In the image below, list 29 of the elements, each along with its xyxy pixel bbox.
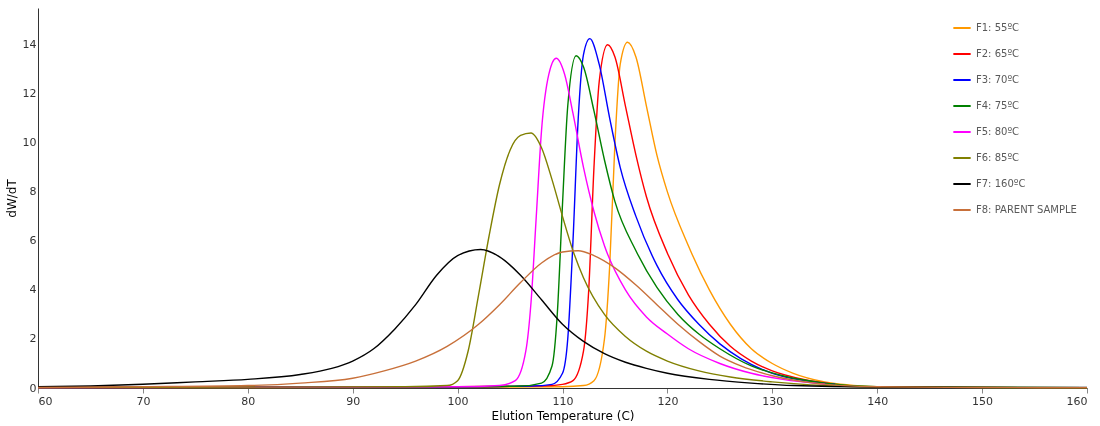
y-tick-label: 0 [29, 381, 37, 395]
y-tick-label: 8 [29, 185, 37, 199]
x-axis-title: Elution Temperature (C) [491, 408, 635, 423]
x-tick-label: 100 [447, 394, 469, 408]
x-tick-label: 60 [38, 394, 53, 408]
legend-label: F7: 160ºC [976, 178, 1026, 189]
y-tick-label: 4 [29, 283, 37, 297]
x-tick-label: 80 [241, 394, 256, 408]
legend-label: F1: 55ºC [976, 22, 1020, 33]
x-tick-label: 140 [867, 394, 889, 408]
y-axis-title: dW/dT [4, 178, 19, 218]
y-tick-label: 14 [22, 38, 37, 52]
x-tick-label: 90 [346, 394, 361, 408]
legend-label: F8: PARENT SAMPLE [976, 204, 1077, 215]
x-tick-label: 130 [762, 394, 784, 408]
y-tick-label: 6 [29, 234, 37, 248]
x-tick-label: 120 [657, 394, 679, 408]
legend-label: F6: 85ºC [976, 152, 1020, 163]
legend-label: F2: 65ºC [976, 48, 1020, 59]
x-tick-label: 150 [972, 394, 994, 408]
y-tick-label: 2 [29, 332, 37, 346]
x-tick-label: 160 [1066, 394, 1088, 408]
x-tick-label: 110 [552, 394, 574, 408]
legend-label: F5: 80ºC [976, 126, 1020, 137]
y-tick-label: 12 [22, 87, 37, 101]
legend-label: F3: 70ºC [976, 74, 1020, 85]
legend-label: F4: 75ºC [976, 100, 1020, 111]
x-tick-label: 70 [136, 394, 151, 408]
y-tick-label: 10 [22, 136, 37, 150]
